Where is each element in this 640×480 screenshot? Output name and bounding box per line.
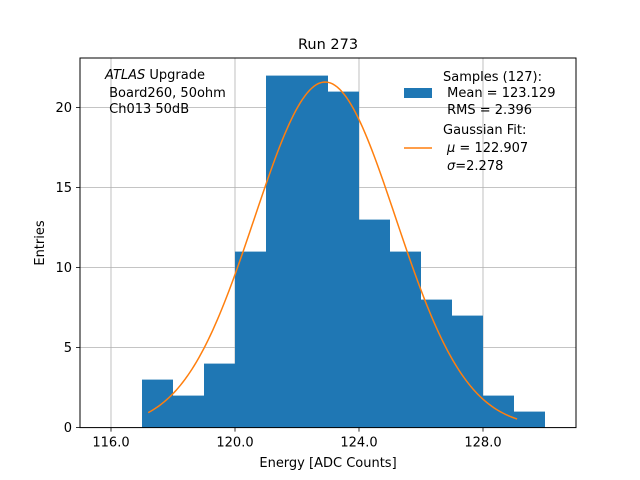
histogram-bar: [390, 251, 421, 428]
histogram-bar: [266, 75, 297, 428]
annotation-atlas: ATLAS: [104, 68, 145, 83]
annotation-upgrade: Upgrade: [145, 68, 205, 83]
plot-frame: [79, 57, 577, 429]
annotation-board: Board260, 50ohm: [105, 86, 226, 101]
histogram-bar: [204, 363, 235, 428]
legend-rms: RMS = 2.396: [443, 103, 532, 118]
histogram-bar: [173, 395, 204, 428]
histogram-bar: [142, 379, 173, 428]
legend-mean: Mean = 123.129: [443, 86, 555, 101]
svg-text:μ = 122.907: μ = 122.907: [446, 141, 528, 156]
svg-text:ATLAS Upgrade: ATLAS Upgrade: [104, 68, 205, 83]
y-tick-label: 10: [55, 261, 72, 276]
gaussian-fit-line: [147, 81, 518, 420]
annotation-text: ATLAS Upgrade Board260, 50ohm Ch013 50dB: [104, 68, 226, 117]
legend-samples: Samples (127):: [443, 70, 542, 85]
x-tick-label: 128.0: [464, 436, 501, 451]
y-axis-label: Entries: [33, 220, 48, 266]
histogram-bar: [328, 91, 359, 428]
histogram-bars: [142, 75, 545, 428]
legend-histogram-swatch: [404, 88, 432, 98]
histogram-bar: [297, 75, 328, 428]
legend-gaussian-fit: Gaussian Fit:: [443, 123, 526, 138]
legend-sigma-value: =2.278: [455, 159, 503, 174]
chart-title: Run 273: [298, 37, 358, 53]
y-tick-label: 5: [64, 341, 72, 356]
histogram-bar: [452, 315, 483, 428]
histogram-bar: [235, 251, 266, 428]
x-axis-ticks: 116.0 120.0 124.0 128.0: [92, 427, 502, 451]
y-tick-label: 0: [64, 421, 72, 436]
histogram-bar: [483, 395, 514, 428]
annotation-channel: Ch013 50dB: [105, 102, 189, 117]
legend-sigma-symbol: σ: [447, 159, 456, 174]
histogram-bar: [359, 219, 390, 428]
y-tick-label: 15: [55, 181, 72, 196]
histogram-bar: [421, 299, 452, 428]
histogram-bar: [514, 411, 545, 428]
y-axis-ticks: 0 5 10 15 20: [55, 101, 80, 436]
legend-mu-value: = 122.907: [455, 141, 528, 156]
x-tick-label: 116.0: [92, 436, 129, 451]
legend: Samples (127): Mean = 123.129 RMS = 2.39…: [404, 70, 555, 174]
x-tick-label: 124.0: [340, 436, 377, 451]
x-axis-label: Energy [ADC Counts]: [259, 456, 396, 471]
svg-text:σ=2.278: σ=2.278: [447, 159, 503, 174]
y-tick-label: 20: [55, 101, 72, 116]
legend-mu-symbol: μ: [446, 141, 455, 156]
x-tick-label: 120.0: [216, 436, 253, 451]
